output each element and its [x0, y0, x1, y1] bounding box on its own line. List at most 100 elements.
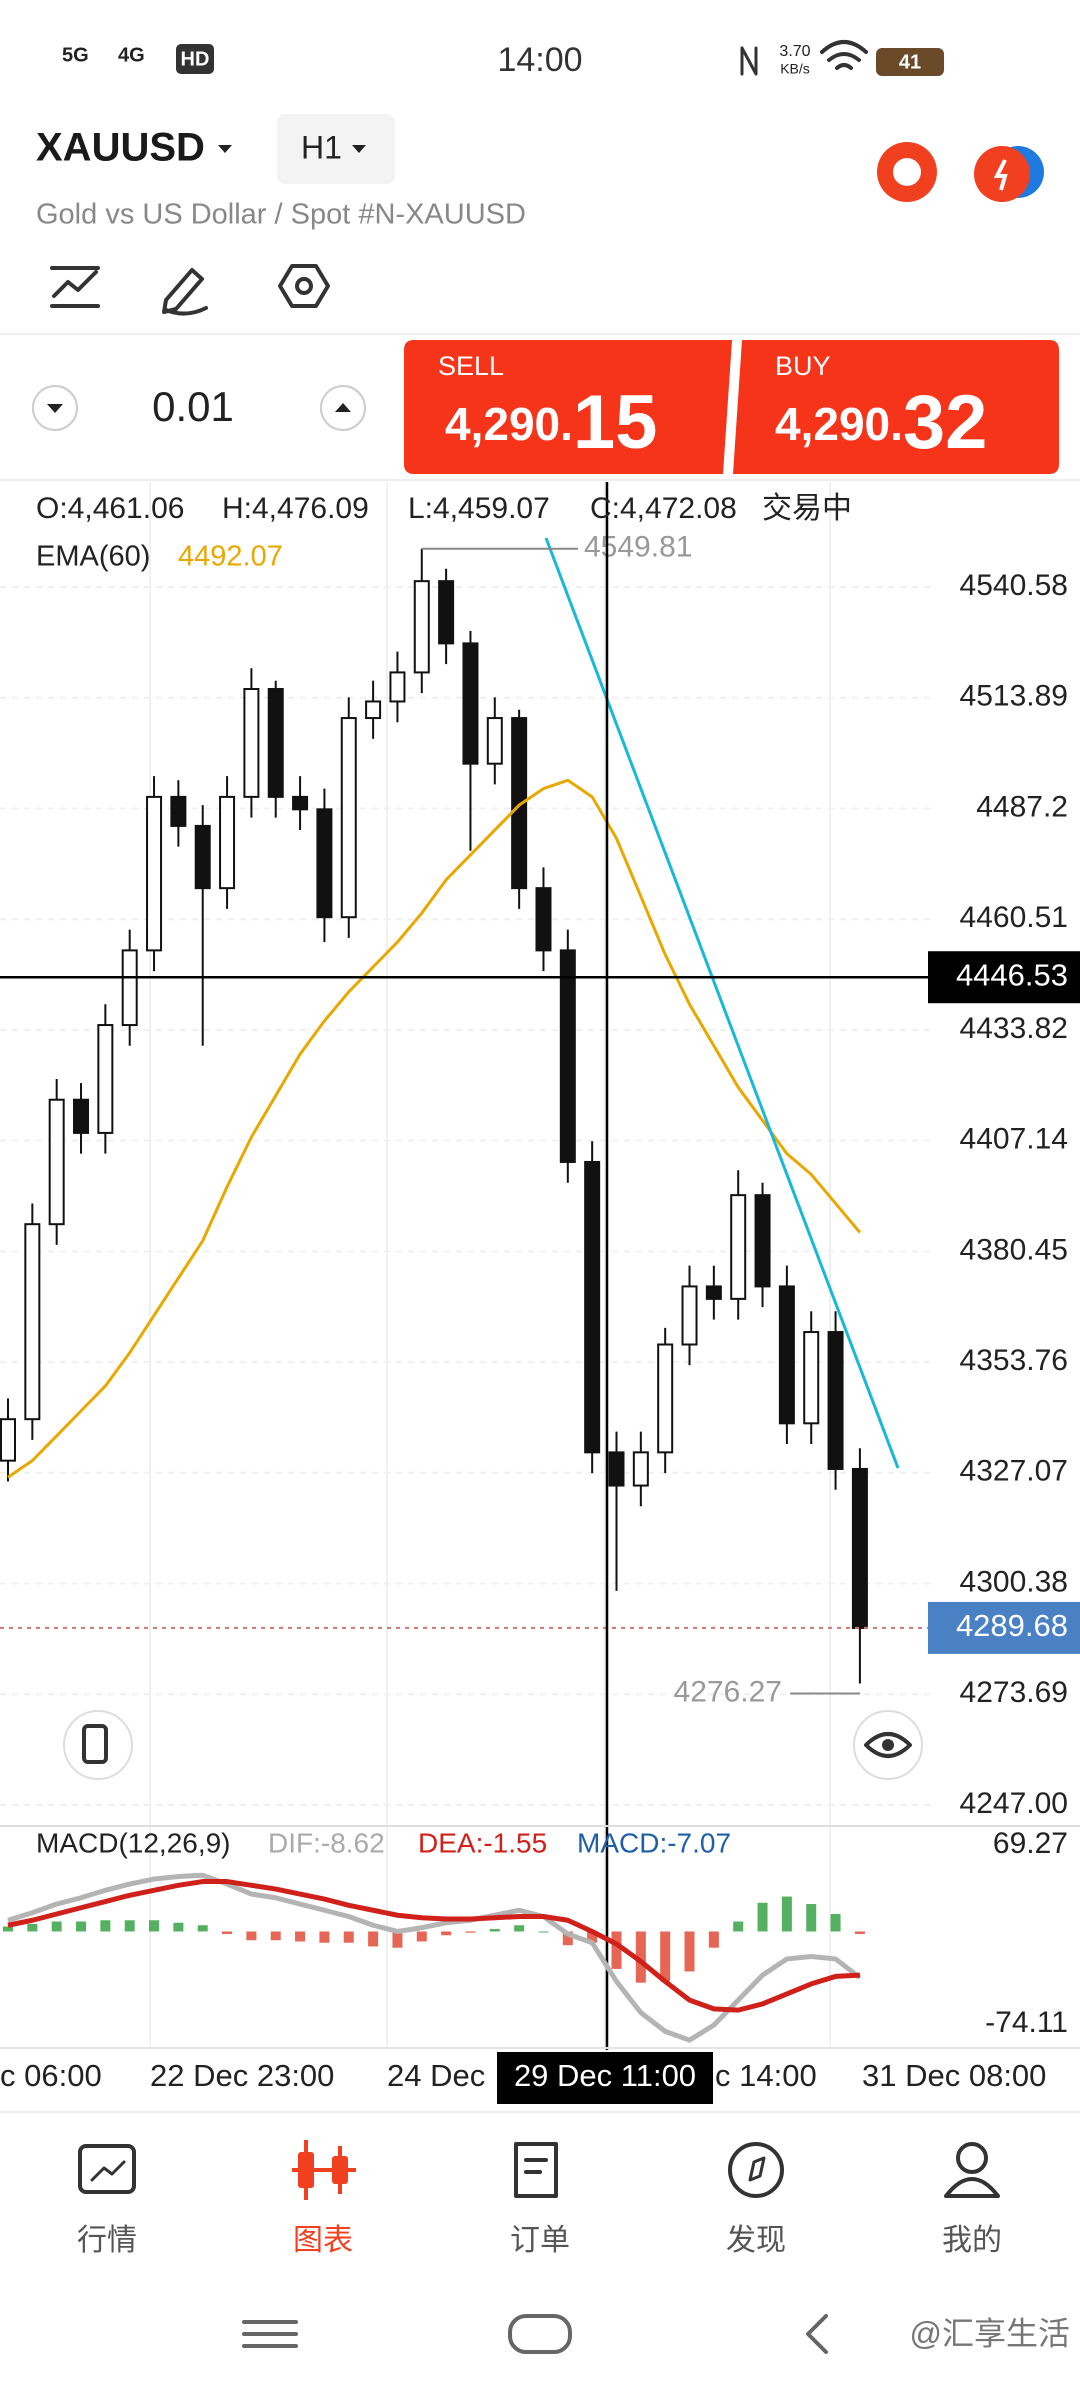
candle-body [97, 1024, 114, 1134]
info-low: L:4,459.07 [408, 492, 550, 525]
x-label: 31 Dec 08:00 [862, 2058, 1046, 2093]
trend-line [544, 537, 900, 1469]
candle-body [194, 824, 211, 890]
candle-body [146, 795, 163, 952]
macd-bar [708, 1931, 719, 1948]
ohlc-info: O:4,461.06 H:4,476.09 L:4,459.07 C:4,472… [36, 492, 852, 525]
timeframe[interactable]: H1 [301, 129, 342, 165]
buy-button[interactable] [733, 340, 1059, 474]
macd-bar [830, 1914, 841, 1932]
timeframe-button[interactable] [277, 114, 395, 184]
macd-bar [854, 1931, 865, 1934]
eye-icon [864, 1732, 912, 1758]
macd-line-dea [7, 1879, 861, 2013]
buy-label: BUY [775, 351, 831, 381]
symbol-dropdown[interactable] [218, 145, 232, 153]
y-tick-label: -74.11 [985, 2006, 1068, 2039]
macd-bar [587, 1931, 598, 1943]
draw-icon[interactable] [162, 268, 208, 316]
candle-body [632, 1451, 649, 1487]
candle-body [73, 1098, 90, 1134]
indicator-icon[interactable] [50, 266, 100, 308]
ema-line [7, 778, 862, 1479]
x-label: c 06:00 [0, 2058, 102, 2093]
sell-price-main: 4,290. [445, 398, 573, 450]
tab-icon-me[interactable] [956, 2142, 988, 2174]
macd-bar [124, 1920, 135, 1932]
macd-bar [660, 1931, 671, 1982]
candle-body [827, 1331, 844, 1470]
sell-price-big: 15 [573, 380, 658, 465]
tab-icon-orders[interactable] [514, 2142, 558, 2198]
clock: 14:00 [497, 41, 582, 79]
candle-body [365, 700, 382, 720]
tab-icon-discover[interactable] [728, 2142, 784, 2198]
buy-price-main: 4,290. [775, 398, 903, 450]
sys-home[interactable] [508, 2314, 572, 2354]
macd-bar [441, 1931, 452, 1936]
price-chart: 4540.58 4513.89 4487.2 4460.51 4433.82 4407.1… [0, 482, 1080, 2050]
candle-body [462, 642, 479, 765]
ema-value: 4492.07 [178, 541, 283, 573]
sys-menu[interactable] [242, 2320, 298, 2348]
candle-body [389, 671, 406, 703]
nfc-icon [740, 46, 758, 76]
y-tick-label: 4327.07 [960, 1455, 1068, 1488]
info-open: O:4,461.06 [36, 492, 184, 525]
clock-face [893, 158, 921, 186]
macd-bar [319, 1931, 330, 1943]
candle-body [584, 1160, 601, 1454]
macd-line-dif [7, 1872, 862, 2043]
macd-bar [757, 1902, 768, 1932]
candle-body [851, 1467, 868, 1629]
battery-level: 41 [899, 51, 921, 73]
y-tick-label: 4540.58 [960, 569, 1068, 602]
sell-price: 4,290.15 [445, 380, 657, 465]
macd-bar [173, 1922, 184, 1932]
last-price-box [928, 1601, 1080, 1654]
info-close: C:4,472.08 [590, 492, 737, 525]
y-tick-label: 4407.14 [960, 1123, 1068, 1156]
tab-label[interactable]: 我的 [942, 2224, 1002, 2257]
info-status: 交易中 [762, 492, 852, 525]
settings-icon[interactable] [278, 264, 330, 308]
candle-body [535, 887, 552, 952]
crosshair-time-box [497, 2052, 713, 2104]
tab-label[interactable]: 发现 [726, 2224, 786, 2257]
macd-bar [538, 1931, 549, 1933]
candle-body [121, 949, 138, 1027]
net-speed: 3.70 [779, 43, 810, 60]
candle-body [486, 717, 503, 765]
candle-body [340, 717, 357, 919]
candle-body [705, 1285, 722, 1300]
network-hd: HD [181, 48, 210, 70]
sell-label: SELL [438, 351, 504, 381]
macd-title: MACD(12,26,9) [36, 1827, 231, 1858]
macd-bar [295, 1931, 306, 1942]
tab-label[interactable]: 行情 [77, 2224, 137, 2257]
candle-body [292, 795, 309, 811]
crosshair-price-box [928, 951, 1080, 1004]
x-label: c 14:00 [715, 2058, 817, 2093]
y-tick-label: 4487.2 [976, 790, 1068, 823]
candle-body [267, 688, 284, 798]
crosshair-price: 4446.53 [956, 957, 1068, 992]
macd-bar [343, 1931, 354, 1943]
macd-bar [368, 1931, 379, 1947]
candle-body [559, 949, 576, 1163]
rotate-button[interactable] [63, 1710, 133, 1780]
last-price-label: 4289.68 [956, 1608, 1068, 1643]
tab-icon-market[interactable] [78, 2144, 136, 2194]
symbol[interactable]: XAUUSD [36, 126, 205, 170]
macd-bar [246, 1931, 257, 1941]
tab-label[interactable]: 订单 [510, 2224, 570, 2257]
sys-back[interactable] [806, 2314, 828, 2354]
crosshair-time: 29 Dec 11:00 [514, 2058, 696, 2093]
tab-icon-market-line [90, 2160, 126, 2182]
tab-label-active[interactable]: 图表 [293, 2224, 353, 2257]
eye-pupil [882, 1739, 894, 1751]
battery [876, 48, 944, 76]
sell-button[interactable] [404, 340, 732, 474]
volume[interactable]: 0.01 [152, 383, 234, 430]
